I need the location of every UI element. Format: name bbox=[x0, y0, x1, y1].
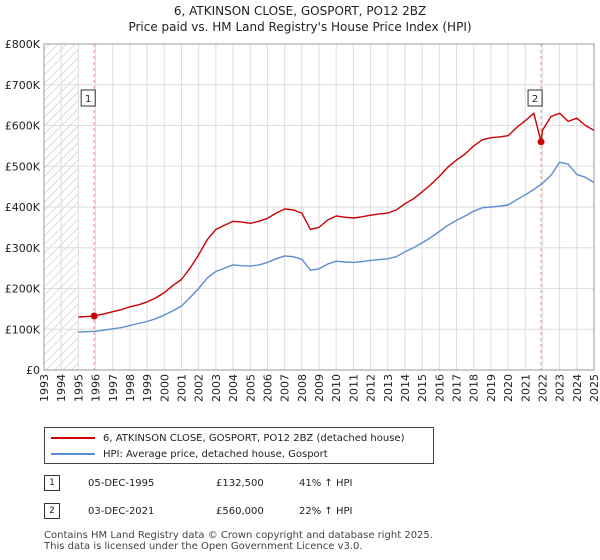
legend: 6, ATKINSON CLOSE, GOSPORT, PO12 2BZ (de… bbox=[44, 427, 434, 464]
sale-label-box bbox=[527, 89, 543, 107]
sale-label: 1 bbox=[85, 94, 91, 105]
y-tick-label: £300K bbox=[5, 242, 41, 255]
x-tick-label: 2007 bbox=[279, 374, 292, 402]
legend-label-property: 6, ATKINSON CLOSE, GOSPORT, PO12 2BZ (de… bbox=[103, 432, 405, 444]
y-tick-label: £500K bbox=[5, 160, 41, 173]
x-tick-label: 1998 bbox=[124, 374, 137, 402]
x-tick-label: 2018 bbox=[468, 374, 481, 402]
legend-label-hpi: HPI: Average price, detached house, Gosp… bbox=[103, 448, 328, 460]
price-chart: £0 £100K £200K £300K £400K £500K £600K £700K £80… bbox=[5, 38, 600, 402]
series-line-property bbox=[78, 112, 595, 318]
transaction-hpi: 41% ↑ HPI bbox=[299, 477, 353, 489]
footer-line-2: This data is licensed under the Open Gov… bbox=[44, 541, 363, 552]
x-tick-label: 1999 bbox=[141, 374, 154, 402]
x-tick-label: 2011 bbox=[347, 374, 360, 402]
plot-frame bbox=[43, 43, 595, 371]
sale-point bbox=[90, 312, 98, 320]
x-tick-label: 2001 bbox=[176, 374, 189, 402]
x-tick-label: 2013 bbox=[382, 374, 395, 402]
y-tick-label: £200K bbox=[5, 283, 41, 296]
x-tick-label: 1996 bbox=[90, 374, 103, 402]
x-tick-label: 2005 bbox=[244, 374, 257, 402]
x-tick-label: 2012 bbox=[365, 374, 378, 402]
transaction-row: 1 05-DEC-1995 £132,500 41% ↑ HPI bbox=[44, 474, 352, 492]
x-tick-label: 2019 bbox=[485, 374, 498, 402]
x-tick-label: 2017 bbox=[451, 374, 464, 402]
y-tick-label: £400K bbox=[5, 201, 41, 214]
x-tick-label: 2002 bbox=[193, 374, 206, 402]
transaction-date: 03-DEC-2021 bbox=[88, 505, 155, 517]
x-tick-label: 1995 bbox=[72, 374, 85, 402]
chart-title: 6, ATKINSON CLOSE, GOSPORT, PO12 2BZ bbox=[173, 4, 427, 18]
x-tick-label: 2009 bbox=[313, 374, 326, 402]
transaction-hpi: 22% ↑ HPI bbox=[299, 505, 353, 517]
x-tick-label: 2023 bbox=[554, 374, 567, 402]
legend-item-hpi: HPI: Average price, detached house, Gosp… bbox=[51, 447, 328, 461]
y-tick-label: £100K bbox=[5, 323, 41, 336]
transaction-price: £132,500 bbox=[216, 477, 264, 489]
x-tick-label: 2008 bbox=[296, 374, 309, 402]
sale-label-box bbox=[80, 89, 96, 107]
x-tick-label: 2004 bbox=[227, 374, 240, 402]
transaction-badge: 1 bbox=[44, 475, 60, 491]
transaction-badge: 2 bbox=[44, 503, 60, 519]
sale-label: 2 bbox=[532, 94, 538, 105]
x-tick-label: 1997 bbox=[107, 374, 120, 402]
y-tick-label: £0 bbox=[26, 364, 40, 377]
x-tick-label: 2006 bbox=[261, 374, 274, 402]
chart-subtitle: Price paid vs. HM Land Registry's House … bbox=[128, 20, 472, 34]
x-tick-label: 2003 bbox=[210, 374, 223, 402]
y-tick-label: £700K bbox=[5, 79, 41, 92]
series-line-hpi bbox=[78, 161, 595, 333]
legend-line-hpi bbox=[51, 453, 95, 455]
x-tick-label: 2024 bbox=[571, 374, 584, 402]
x-tick-label: 1994 bbox=[55, 374, 68, 402]
footer-line-1: Contains HM Land Registry data © Crown c… bbox=[44, 530, 433, 541]
x-tick-label: 2025 bbox=[588, 374, 600, 402]
sale-point bbox=[537, 138, 545, 146]
x-tick-label: 2022 bbox=[536, 374, 549, 402]
legend-item-property: 6, ATKINSON CLOSE, GOSPORT, PO12 2BZ (de… bbox=[51, 431, 404, 445]
footer: Contains HM Land Registry data © Crown c… bbox=[44, 530, 433, 552]
transaction-row: 2 03-DEC-2021 £560,000 22% ↑ HPI bbox=[44, 502, 352, 520]
x-tick-label: 2014 bbox=[399, 374, 412, 402]
y-tick-label: £600K bbox=[5, 120, 41, 133]
y-tick-label: £800K bbox=[5, 38, 41, 51]
x-tick-label: 2000 bbox=[158, 374, 171, 402]
x-tick-label: 2010 bbox=[330, 374, 343, 402]
x-tick-label: 2016 bbox=[433, 374, 446, 402]
x-tick-label: 2021 bbox=[519, 374, 532, 402]
transaction-price: £560,000 bbox=[216, 505, 264, 517]
x-tick-label: 2020 bbox=[502, 374, 515, 402]
transaction-date: 05-DEC-1995 bbox=[88, 477, 155, 489]
x-tick-label: 1993 bbox=[38, 374, 51, 402]
legend-line-property bbox=[51, 437, 95, 439]
x-tick-label: 2015 bbox=[416, 374, 429, 402]
